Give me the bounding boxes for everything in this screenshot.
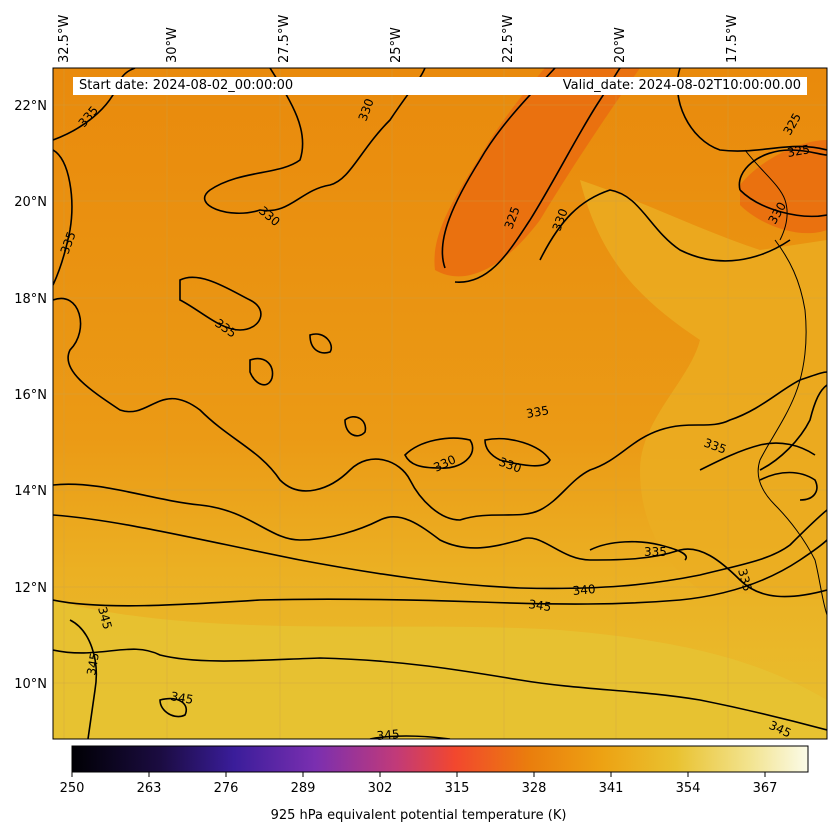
longitude-labels: 32.5°W 30°W 27.5°W 25°W 22.5°W 20°W 17.5… [57,15,740,63]
lat-label: 22°N [14,99,47,114]
contour-label: 335 [644,545,667,559]
colorbar-tick: 263 [137,781,162,796]
lon-label: 30°W [165,27,180,63]
svg-text:340: 340 [572,582,596,598]
svg-text:325: 325 [786,142,811,160]
map-frame [52,67,828,740]
contour-label: 345 [376,727,400,743]
svg-text:345: 345 [528,597,553,614]
contour-label: 345 [528,597,553,614]
colorbar-tick: 367 [753,781,778,796]
contour-label-group: 335 330 335 330 325 330 325 325 330 335 … [58,97,811,743]
colorbar: 250 263 276 289 302 315 328 341 354 367 [60,745,809,796]
contour-label: 335 [525,403,550,421]
lon-label: 27.5°W [277,15,292,63]
contour-label: 345 [84,652,102,677]
colorbar-label: 925 hPa equivalent potential temperature… [270,808,567,823]
temperature-field [53,68,827,739]
colorbar-tick: 354 [676,781,701,796]
colorbar-tick: 302 [368,781,393,796]
contour-label: 335 [735,567,754,593]
svg-text:335: 335 [644,545,667,559]
contour-label: 345 [169,689,194,707]
lon-label: 20°W [613,27,628,63]
colorbar-tick: 315 [445,781,470,796]
colorbar-tick: 276 [214,781,239,796]
svg-text:345: 345 [376,727,400,743]
latitude-labels: 22°N 20°N 18°N 16°N 14°N 12°N 10°N [14,99,47,692]
lon-label: 22.5°W [501,15,516,63]
lat-label: 10°N [14,677,47,692]
lat-label: 18°N [14,292,47,307]
svg-text:335: 335 [735,567,754,593]
contour-label: 345 [95,605,114,631]
svg-text:345: 345 [169,689,194,707]
colorbar-tick: 341 [599,781,624,796]
coastline [757,239,827,616]
colorbar-tick: 250 [60,781,85,796]
contour-label: 340 [572,582,596,598]
lon-label: 17.5°W [725,15,740,63]
colorbar-tick: 328 [522,781,547,796]
colorbar-gradient [71,745,809,773]
lon-label: 25°W [389,27,404,63]
lat-label: 20°N [14,195,47,210]
colorbar-tick: 289 [291,781,316,796]
start-date-label: Start date: 2024-08-02_00:00:00 [73,77,541,95]
svg-text:335: 335 [525,403,550,421]
svg-text:345: 345 [84,652,102,677]
lat-label: 16°N [14,388,47,403]
lat-label: 14°N [14,484,47,499]
svg-text:345: 345 [95,605,114,631]
contour-label: 325 [786,142,811,160]
lon-label: 32.5°W [57,15,72,63]
lat-label: 12°N [14,581,47,596]
valid-date-label: Valid_date: 2024-08-02T10:00:00.00 [535,77,807,95]
